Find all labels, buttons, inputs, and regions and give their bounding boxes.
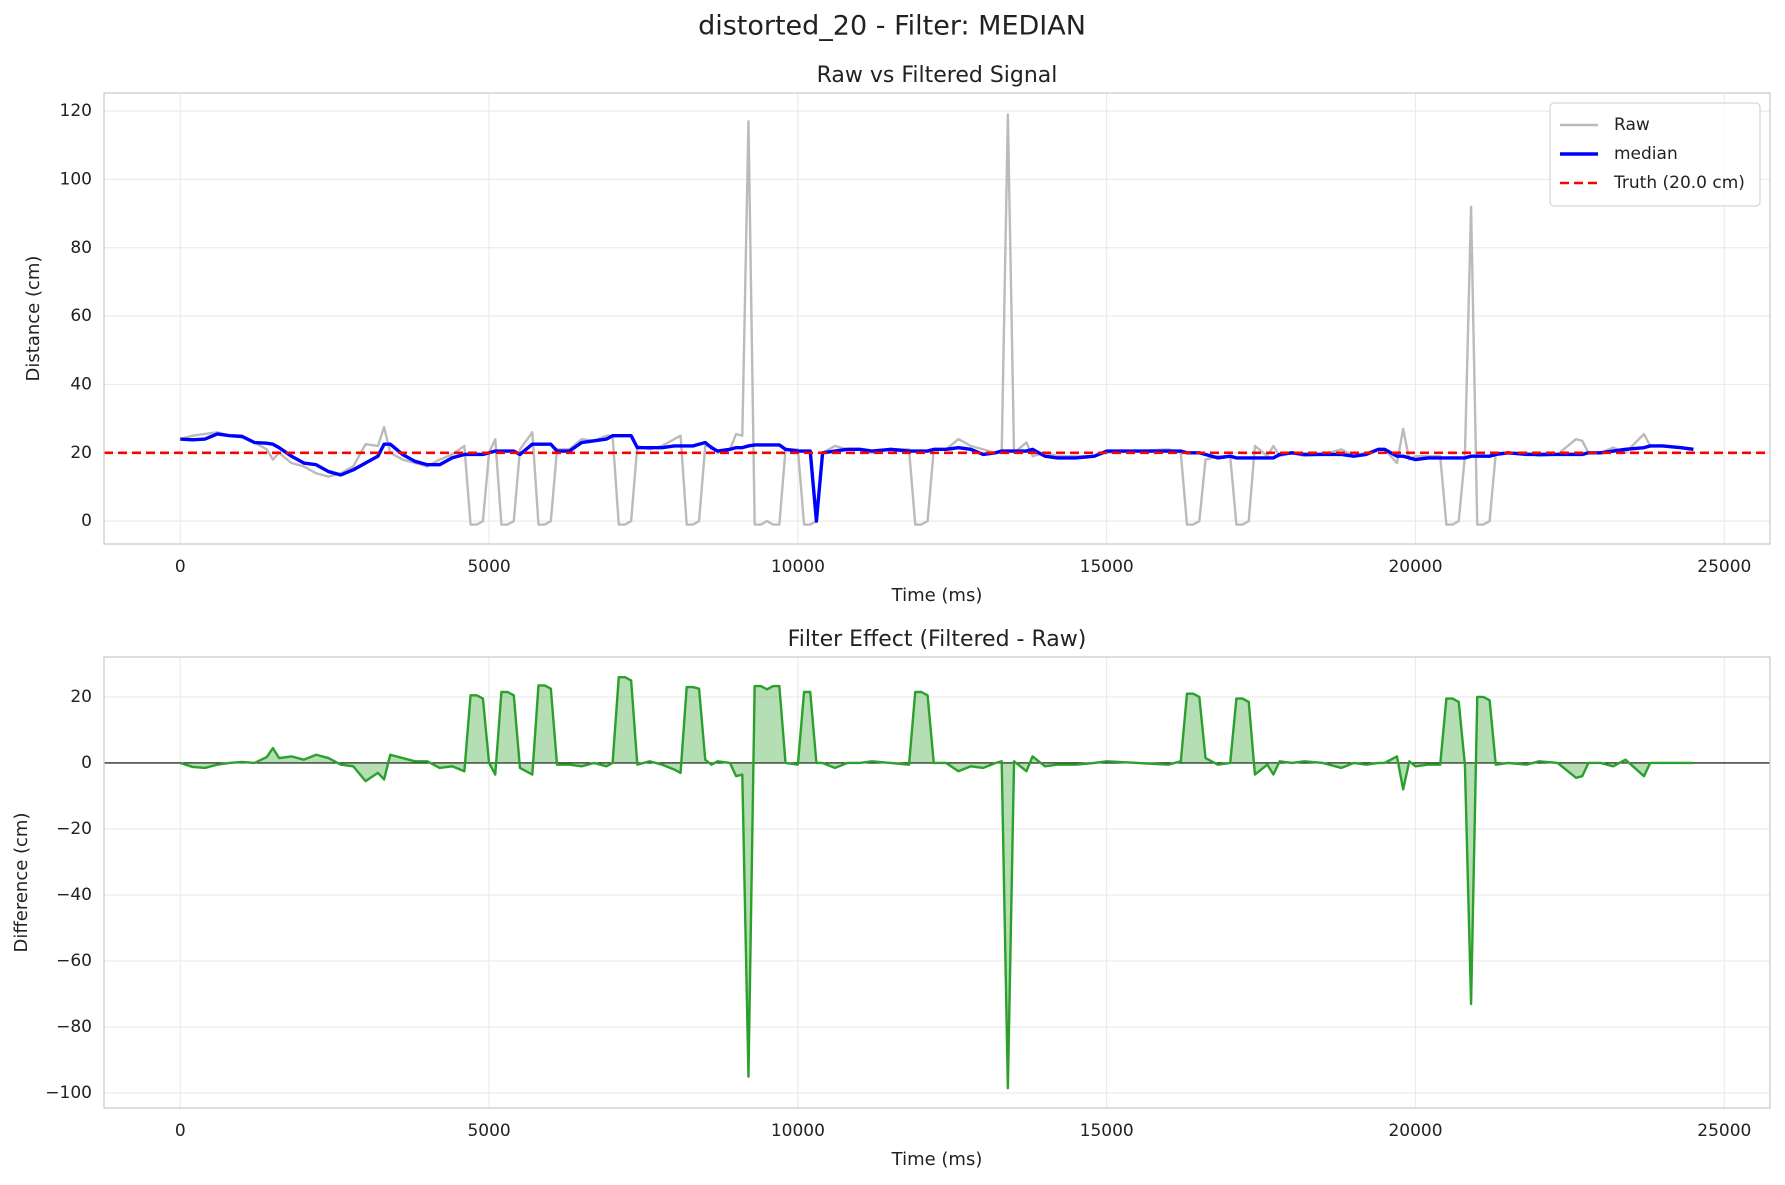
- y-tick-label: 40: [70, 374, 92, 394]
- plot-area: [104, 113, 1770, 526]
- y-tick-label: 0: [81, 753, 92, 773]
- series-line: [180, 432, 1694, 523]
- axes-background: [104, 657, 1770, 1108]
- y-tick-label: 20: [70, 443, 92, 463]
- axes-title: Raw vs Filtered Signal: [817, 63, 1058, 88]
- x-tick-label: 15000: [1080, 557, 1134, 577]
- y-tick-label: −40: [56, 885, 92, 905]
- x-tick-label: 25000: [1697, 557, 1751, 577]
- y-tick-label: 0: [81, 511, 92, 531]
- axes-frame: [103, 656, 1771, 1109]
- x-tick-label: 0: [175, 557, 186, 577]
- figure-title: distorted_20 - Filter: MEDIAN: [698, 11, 1086, 42]
- x-tick-label: 10000: [771, 1121, 825, 1141]
- x-axis-label: Time (ms): [891, 1149, 983, 1170]
- y-tick-label: −60: [56, 951, 92, 971]
- x-tick-label: 10000: [771, 557, 825, 577]
- legend-label: Truth (20.0 cm): [1613, 173, 1745, 193]
- y-tick-label: −100: [45, 1083, 92, 1103]
- legend-label: median: [1614, 144, 1678, 164]
- legend-label: Raw: [1614, 115, 1650, 135]
- x-tick-label: 5000: [467, 557, 510, 577]
- y-axis-label: Distance (cm): [23, 256, 44, 382]
- series-line: [179, 675, 1694, 1090]
- x-tick-label: 20000: [1388, 1121, 1442, 1141]
- x-tick-label: 20000: [1388, 557, 1442, 577]
- y-tick-label: −20: [56, 819, 92, 839]
- x-axis-label: Time (ms): [891, 585, 983, 606]
- x-tick-label: 5000: [467, 1121, 510, 1141]
- x-tick-label: 25000: [1697, 1121, 1751, 1141]
- axes-frame: [103, 92, 1771, 545]
- y-tick-label: 80: [70, 238, 92, 258]
- y-tick-label: 100: [60, 169, 92, 189]
- legend-box: [1549, 102, 1761, 207]
- y-tick-label: 120: [60, 101, 92, 121]
- x-tick-label: 15000: [1080, 1121, 1134, 1141]
- axes-title: Filter Effect (Filtered - Raw): [788, 627, 1087, 652]
- y-tick-label: 20: [70, 687, 92, 707]
- y-tick-label: −80: [56, 1017, 92, 1037]
- y-tick-label: 60: [70, 306, 92, 326]
- x-tick-label: 0: [175, 1121, 186, 1141]
- axes-background: [104, 93, 1770, 544]
- plot-area: [104, 675, 1770, 1090]
- y-axis-label: Difference (cm): [11, 813, 32, 953]
